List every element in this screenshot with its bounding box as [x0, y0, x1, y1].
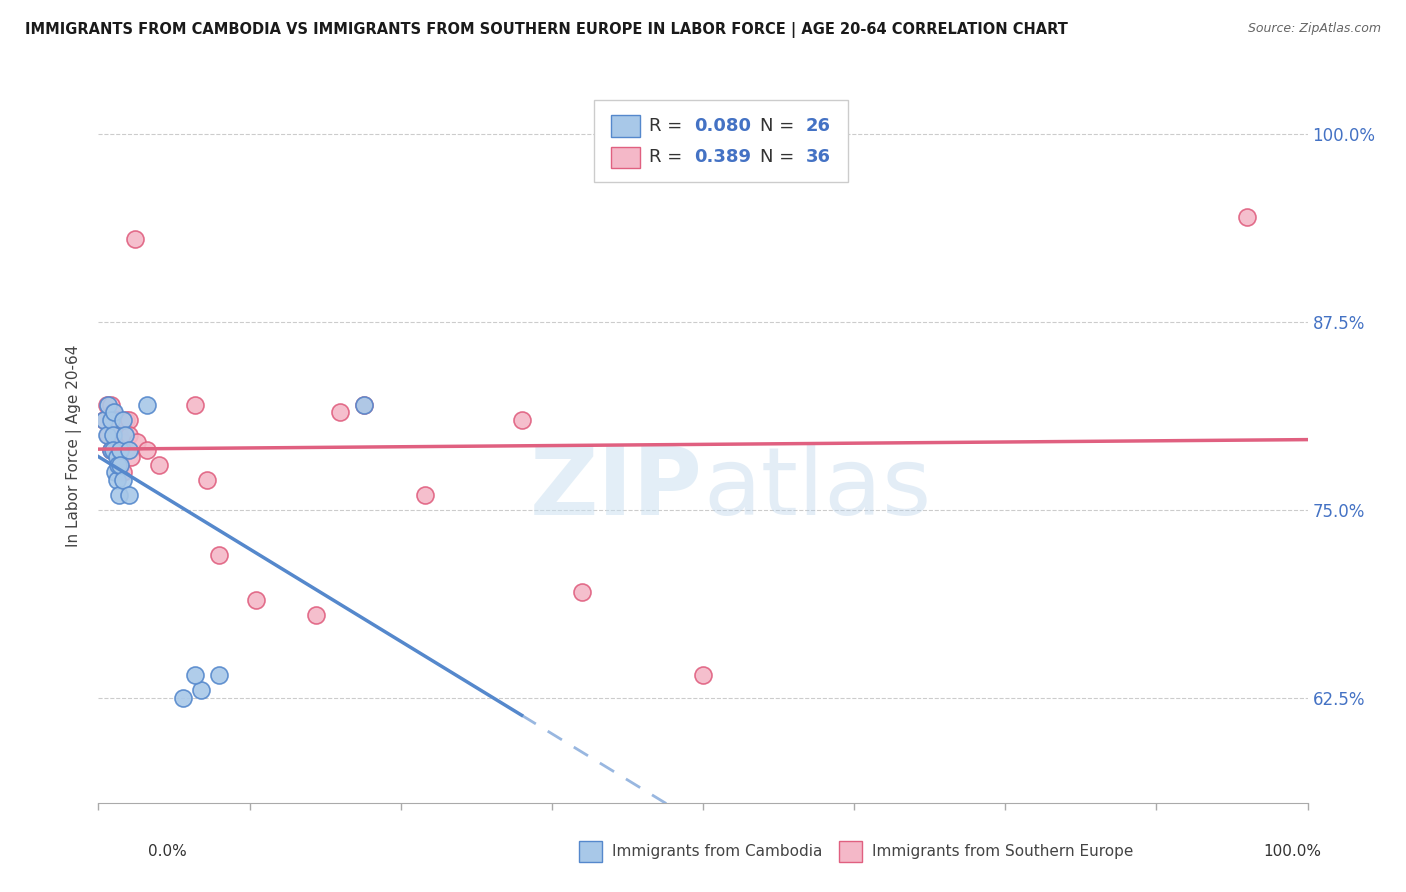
Point: [105, 473, 128, 487]
Point: [135, 398, 157, 412]
Point: [120, 450, 142, 465]
Text: IMMIGRANTS FROM CAMBODIA VS IMMIGRANTS FROM SOUTHERN EUROPE IN LABOR FORCE | AGE: IMMIGRANTS FROM CAMBODIA VS IMMIGRANTS F…: [25, 22, 1069, 38]
Point: [111, 465, 134, 479]
Point: [101, 442, 124, 457]
Text: Source: ZipAtlas.com: Source: ZipAtlas.com: [1247, 22, 1381, 36]
Point: [97, 398, 120, 412]
Text: Immigrants from Southern Europe: Immigrants from Southern Europe: [872, 845, 1133, 859]
Point: [101, 405, 124, 419]
Point: [353, 398, 375, 412]
Text: Immigrants from Cambodia: Immigrants from Cambodia: [612, 845, 823, 859]
Point: [108, 488, 131, 502]
Point: [100, 413, 122, 427]
Point: [111, 413, 134, 427]
Text: 26: 26: [806, 117, 831, 135]
Point: [107, 413, 129, 427]
Point: [100, 398, 122, 412]
Point: [208, 548, 231, 562]
Point: [115, 413, 138, 427]
Point: [104, 465, 127, 479]
Point: [118, 427, 141, 442]
Text: 0.0%: 0.0%: [148, 845, 187, 859]
Text: 36: 36: [806, 148, 831, 167]
Point: [135, 442, 157, 457]
Point: [100, 442, 122, 457]
Point: [118, 413, 141, 427]
Text: N =: N =: [759, 148, 800, 167]
Point: [329, 405, 352, 419]
Point: [96, 398, 118, 412]
Point: [413, 488, 436, 502]
Point: [108, 442, 131, 457]
Point: [118, 488, 141, 502]
Point: [195, 473, 218, 487]
Point: [93, 413, 115, 427]
Point: [96, 427, 118, 442]
Point: [108, 458, 131, 472]
Point: [124, 232, 146, 246]
Point: [107, 458, 129, 472]
Point: [305, 607, 328, 622]
Point: [190, 683, 212, 698]
Point: [100, 442, 122, 457]
Point: [148, 458, 170, 472]
Point: [114, 442, 136, 457]
Point: [105, 450, 128, 465]
Text: 100.0%: 100.0%: [1264, 845, 1322, 859]
Point: [172, 690, 194, 705]
Text: 0.080: 0.080: [695, 117, 752, 135]
Text: R =: R =: [648, 148, 693, 167]
Point: [105, 420, 128, 434]
Point: [184, 668, 207, 682]
Point: [510, 413, 533, 427]
Point: [108, 427, 131, 442]
Point: [103, 413, 125, 427]
Point: [127, 435, 149, 450]
Point: [111, 435, 134, 450]
Point: [353, 398, 375, 412]
Text: N =: N =: [759, 117, 800, 135]
Point: [114, 427, 136, 442]
Point: [108, 450, 131, 465]
Y-axis label: In Labor Force | Age 20-64: In Labor Force | Age 20-64: [66, 345, 83, 547]
FancyBboxPatch shape: [595, 100, 848, 182]
Point: [111, 473, 134, 487]
Point: [571, 585, 593, 599]
FancyBboxPatch shape: [612, 115, 640, 136]
FancyBboxPatch shape: [612, 146, 640, 169]
Point: [101, 427, 124, 442]
Point: [108, 442, 131, 457]
Point: [245, 593, 267, 607]
Point: [104, 427, 127, 442]
Point: [1236, 210, 1258, 224]
Point: [93, 413, 115, 427]
Point: [97, 427, 120, 442]
Point: [118, 442, 141, 457]
Point: [692, 668, 714, 682]
Text: 0.389: 0.389: [695, 148, 752, 167]
Text: ZIP: ZIP: [530, 442, 703, 535]
Point: [208, 668, 231, 682]
Text: atlas: atlas: [703, 442, 931, 535]
Point: [184, 398, 207, 412]
Point: [103, 405, 125, 419]
Text: R =: R =: [648, 117, 688, 135]
